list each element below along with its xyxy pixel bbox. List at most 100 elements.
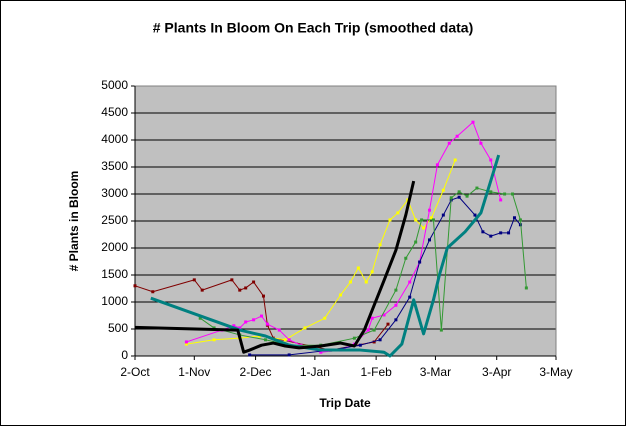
y-tick-label: 500 [108, 321, 128, 335]
point-marker [414, 218, 418, 222]
point-marker [277, 328, 281, 332]
point-marker [287, 338, 291, 342]
x-tick-label: 3-Apr [482, 365, 511, 379]
y-tick-label: 1000 [101, 294, 128, 308]
point-marker [441, 213, 445, 217]
point-marker [422, 226, 426, 230]
point-marker [238, 326, 242, 330]
point-marker [244, 286, 248, 290]
point-marker [230, 278, 234, 282]
point-marker [489, 158, 493, 162]
point-marker [404, 256, 408, 260]
point-marker [356, 266, 360, 270]
y-axis-label: # Plants in Bloom [67, 171, 81, 272]
point-marker [499, 231, 503, 235]
point-marker [303, 326, 307, 330]
point-marker [431, 218, 435, 222]
point-marker [507, 231, 511, 235]
point-marker [133, 284, 137, 288]
point-marker [408, 295, 412, 299]
point-marker [418, 260, 422, 264]
point-marker [420, 218, 424, 222]
point-marker [366, 328, 370, 332]
point-marker [428, 238, 432, 242]
point-marker [261, 294, 265, 298]
point-marker [428, 208, 432, 212]
y-tick-label: 2500 [101, 213, 128, 227]
point-marker [479, 141, 483, 145]
point-marker [414, 240, 418, 244]
point-marker [252, 280, 256, 284]
point-marker [252, 318, 256, 322]
x-tick-label: 1-Jan [300, 365, 330, 379]
y-tick-label: 5000 [101, 78, 128, 92]
x-tick-label: 2-Oct [120, 365, 150, 379]
point-marker [323, 316, 327, 320]
x-tick-label: 1-Nov [178, 365, 210, 379]
point-marker [499, 198, 503, 202]
point-marker [394, 288, 398, 292]
point-marker [372, 340, 376, 344]
point-marker [518, 218, 522, 222]
point-marker [475, 186, 479, 190]
point-marker [319, 350, 323, 354]
x-tick-label: 1-Feb [360, 365, 392, 379]
point-marker [441, 188, 445, 192]
point-marker [471, 120, 475, 124]
series-line [134, 279, 389, 351]
point-marker [394, 318, 398, 322]
point-marker [358, 343, 362, 347]
point-marker [457, 190, 461, 194]
point-marker [263, 338, 267, 342]
point-marker [372, 328, 376, 332]
series-line [134, 180, 416, 354]
y-tick-label: 1500 [101, 267, 128, 281]
point-marker [512, 216, 516, 220]
point-marker [378, 243, 382, 247]
x-tick-label: 2-Dec [240, 365, 272, 379]
point-marker [370, 316, 374, 320]
point-marker [287, 353, 291, 357]
point-marker [378, 338, 382, 342]
point-marker [238, 288, 242, 292]
point-marker [151, 290, 155, 294]
point-marker [511, 192, 515, 196]
point-marker [192, 278, 196, 282]
point-marker [259, 314, 263, 318]
y-tick-label: 2000 [101, 240, 128, 254]
x-tick-label: 3-Mar [420, 365, 451, 379]
point-marker [489, 190, 493, 194]
point-marker [212, 326, 216, 330]
point-marker [212, 338, 216, 342]
point-marker [394, 303, 398, 307]
point-marker [382, 313, 386, 317]
point-marker [435, 163, 439, 167]
y-tick-label: 3500 [101, 159, 128, 173]
point-marker [429, 216, 433, 220]
point-marker [265, 322, 269, 326]
point-marker [200, 288, 204, 292]
point-marker [283, 338, 287, 342]
point-marker [449, 196, 453, 200]
point-marker [453, 158, 457, 162]
point-marker [348, 280, 352, 284]
point-marker [455, 134, 459, 138]
y-tick-label: 4000 [101, 132, 128, 146]
point-marker [447, 141, 451, 145]
point-marker [473, 213, 477, 217]
point-marker [481, 230, 485, 234]
point-marker [396, 211, 400, 215]
point-marker [439, 328, 443, 332]
point-marker [524, 286, 528, 290]
x-axis-label: Trip Date [319, 396, 371, 410]
point-marker [457, 195, 461, 199]
point-marker [232, 324, 236, 328]
x-tick-label: 3-May [539, 365, 572, 379]
point-marker [198, 316, 202, 320]
point-marker [352, 336, 356, 340]
y-tick-label: 3000 [101, 186, 128, 200]
point-marker [248, 353, 252, 357]
point-marker [489, 234, 493, 238]
